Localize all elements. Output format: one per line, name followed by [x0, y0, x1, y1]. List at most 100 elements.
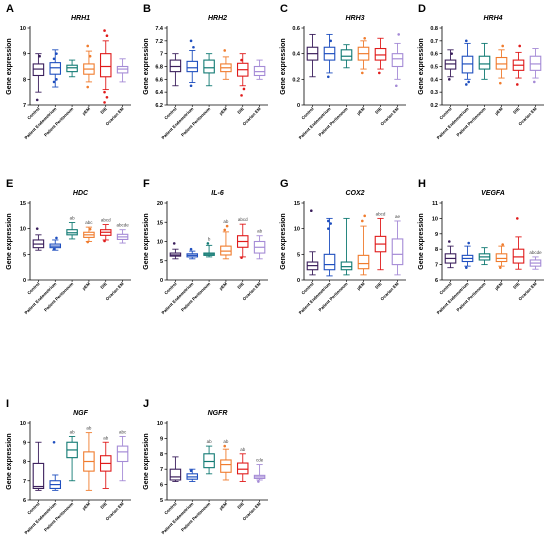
outlier-point — [327, 219, 330, 223]
box-control — [169, 53, 182, 87]
box-patient-peritoneum — [203, 242, 215, 258]
y-tick-label: 15 — [294, 201, 300, 207]
x-tick-label: Control — [26, 106, 40, 120]
panel-letter: D — [418, 3, 426, 15]
outlier-point — [86, 85, 90, 89]
box-die — [374, 37, 387, 75]
box-ovarian-em — [529, 48, 542, 84]
x-tick-label: Control — [26, 281, 40, 295]
x-tick-label: Control — [163, 501, 177, 515]
y-axis-label: Gene expression — [280, 38, 287, 94]
outlier-point — [516, 217, 519, 220]
x-tick-label: DIE — [99, 281, 108, 290]
x-tick-label: pEM — [356, 281, 366, 291]
box-die — [236, 223, 249, 259]
outlier-point — [52, 57, 56, 61]
box-patient-endometrium — [461, 241, 474, 269]
x-tick-label: Control — [300, 106, 314, 120]
outlier-point — [223, 228, 227, 232]
x-tick-label: Ovarian EM — [105, 106, 126, 127]
x-tick-label: Patient Peritoneum — [43, 106, 74, 137]
x-tick-label: Ovarian EM — [379, 106, 400, 127]
outlier-point — [467, 241, 471, 245]
panel-letter: A — [6, 3, 14, 15]
x-tick-label: DIE — [99, 106, 108, 115]
y-tick-label: 6 — [160, 483, 163, 489]
box-patient-peritoneum — [66, 436, 78, 482]
panel-letter: J — [143, 398, 149, 410]
x-tick-label: Patient Peritoneum — [455, 106, 486, 137]
panel-c: C HRH3 Gene expression 0 0.2 0.4 0.6 ControlPat… — [280, 3, 406, 140]
x-tick-label: Patient Endometrium — [436, 281, 470, 315]
outlier-point — [55, 78, 58, 81]
box-die — [99, 29, 112, 104]
box-pem — [83, 432, 95, 491]
outlier-point — [518, 44, 521, 48]
y-tick-label: 10 — [20, 26, 26, 32]
box-patient-peritoneum — [203, 445, 215, 475]
y-tick-label: 7 — [160, 467, 163, 473]
x-tick-label: Patient Endometrium — [436, 106, 470, 140]
panel-j: J NGFR Gene expression 5 6 7 8 9 10 ControlPatien… — [143, 398, 268, 535]
y-tick-label: 8 — [23, 77, 26, 83]
y-tick-label: 9 — [23, 440, 26, 446]
box-pem — [83, 226, 95, 244]
box-ovarian-em — [116, 436, 129, 482]
outlier-point — [397, 33, 401, 36]
box-pem — [495, 44, 508, 85]
box-ovarian-em — [116, 229, 129, 244]
outlier-point — [450, 52, 454, 55]
box-iqr — [99, 53, 112, 78]
box-iqr — [391, 238, 404, 266]
panel-title: HRH4 — [483, 15, 502, 22]
box-die — [236, 53, 249, 97]
outlier-point — [329, 39, 333, 43]
box-ovarian-em — [253, 464, 266, 483]
significance-label: ab — [223, 439, 229, 444]
x-tick-label: Ovarian EM — [105, 281, 126, 302]
outlier-point — [242, 87, 246, 91]
y-tick-label: 20 — [157, 201, 163, 207]
x-tick-label: Control — [163, 106, 177, 120]
y-tick-label: 7 — [435, 263, 438, 269]
x-tick-label: DIE — [512, 281, 521, 290]
box-iqr — [236, 462, 249, 475]
outlier-point — [35, 227, 39, 230]
box-iqr — [32, 63, 45, 77]
box-patient-peritoneum — [66, 59, 78, 78]
box-iqr — [529, 55, 542, 71]
outlier-point — [516, 83, 519, 86]
y-tick-label: 0.7 — [430, 39, 438, 45]
box-control — [32, 53, 45, 102]
y-tick-label: 0.4 — [292, 52, 301, 58]
x-tick-label: Ovarian EM — [242, 106, 263, 127]
x-tick-label: Patient Peritoneum — [43, 281, 74, 312]
x-tick-label: pEM — [356, 106, 366, 116]
box-control — [444, 240, 457, 269]
x-tick-label: Control — [438, 281, 452, 295]
y-tick-label: 8 — [435, 247, 438, 253]
panel-letter: H — [418, 178, 426, 190]
outlier-point — [55, 52, 58, 55]
x-tick-label: Ovarian EM — [517, 281, 538, 302]
panel-letter: G — [280, 178, 289, 190]
box-die — [236, 453, 249, 482]
y-tick-label: 10 — [294, 227, 300, 233]
y-tick-label: 0.5 — [430, 65, 438, 71]
box-control — [306, 209, 319, 276]
panel-f: F IL-6 Gene expression 0 5 10 15 20 ControlPatie… — [143, 178, 268, 315]
panel-i: I NGF Gene expression 6 7 8 9 10 ControlPatient … — [6, 398, 131, 535]
y-tick-label: 7 — [23, 103, 26, 109]
x-tick-label: DIE — [236, 106, 245, 115]
x-tick-label: Ovarian EM — [242, 501, 263, 522]
box-patient-endometrium — [323, 33, 336, 79]
x-tick-label: Patient Peritoneum — [317, 281, 348, 312]
panel-letter: F — [143, 178, 150, 190]
significance-label: ae — [395, 214, 401, 219]
significance-label: ab — [86, 426, 92, 431]
y-tick-label: 0.8 — [430, 26, 438, 32]
outlier-point — [329, 222, 333, 225]
significance-label: b — [208, 236, 211, 241]
outlier-point — [240, 58, 243, 62]
